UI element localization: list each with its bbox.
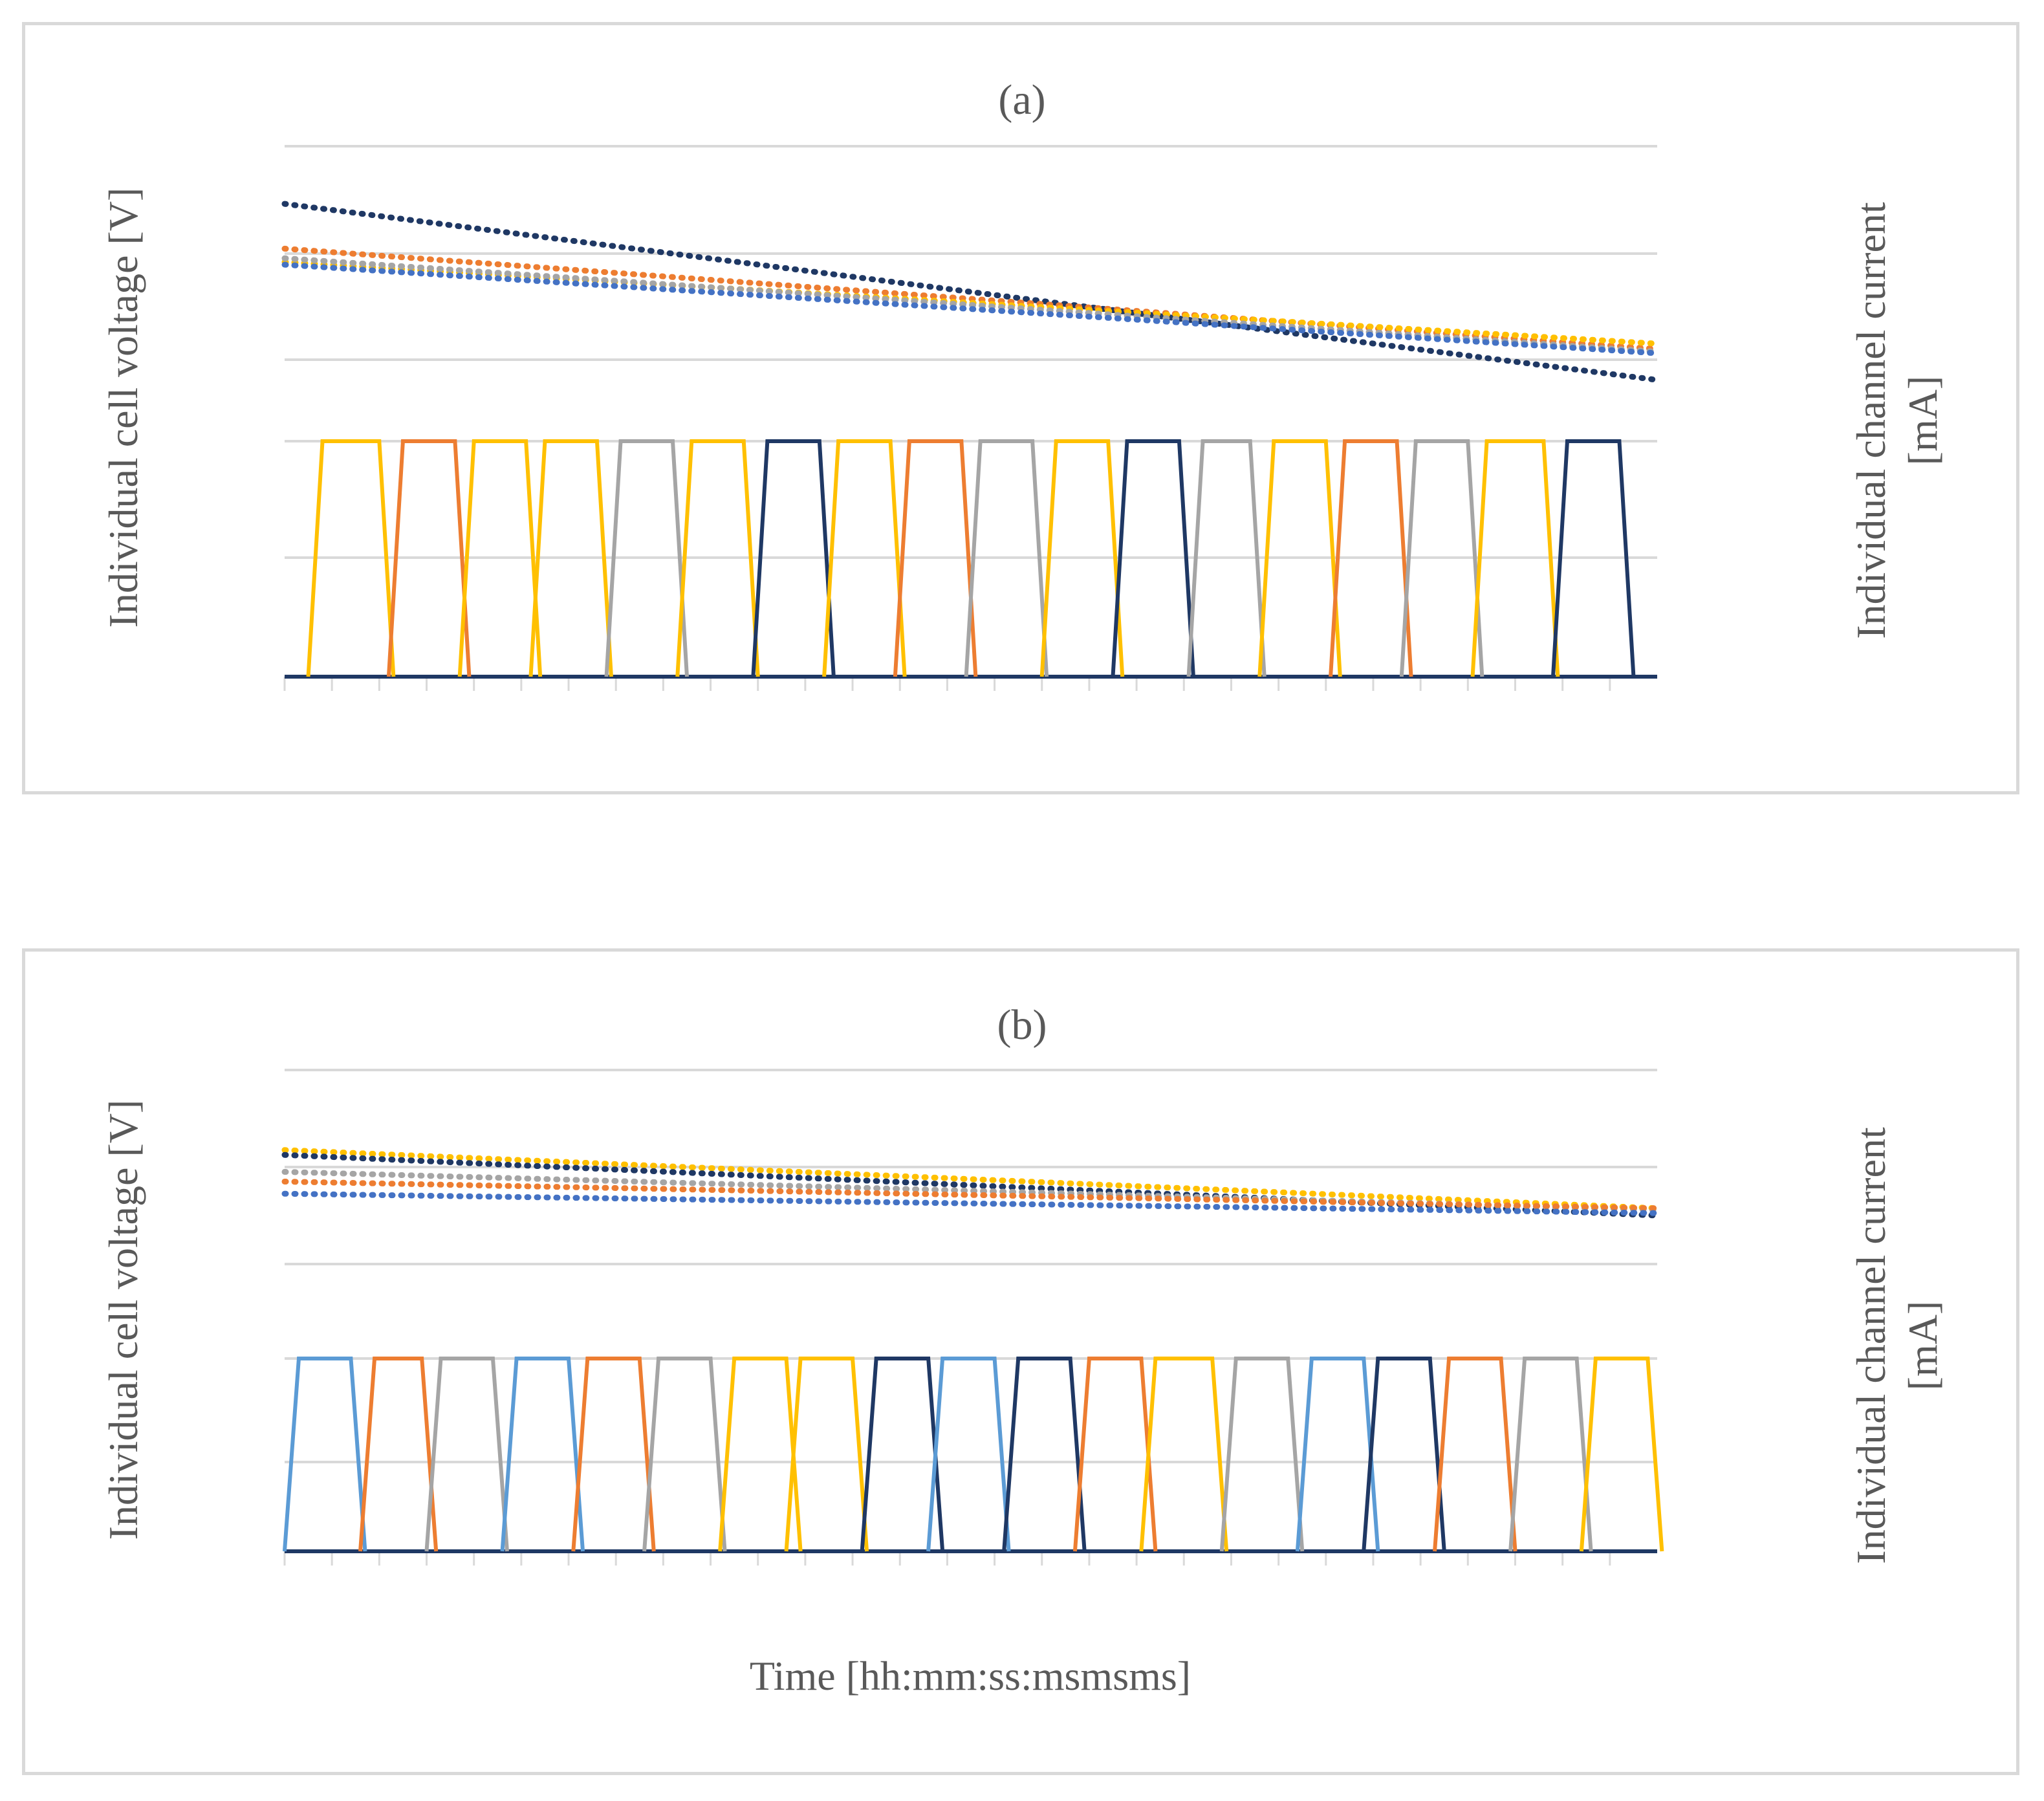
chart-b-y2label-line2: [mA] bbox=[1900, 1301, 1946, 1391]
chart-b-current-pulse-gray bbox=[1219, 1357, 1305, 1552]
chart-b-voltage-series-yellow bbox=[281, 1147, 1660, 1212]
chart-a-current-pulse-yellow bbox=[1039, 439, 1125, 677]
chart-a-current-pulse-yellow bbox=[528, 439, 613, 677]
chart-b-current-pulse-navy bbox=[1362, 1357, 1446, 1552]
chart-b-current-pulse-lightblue bbox=[500, 1357, 585, 1552]
chart-b-y2label-line1: Individual channel current bbox=[1848, 1127, 1894, 1564]
chart-a-ylabel: Individual cell voltage [V] bbox=[100, 188, 146, 628]
chart-b-plot bbox=[281, 1069, 1664, 1566]
chart-a-y2label-line1: Individual channel current bbox=[1848, 202, 1894, 639]
chart-a-current-pulse-orange bbox=[893, 439, 978, 677]
chart-b-current-pulse-lightblue bbox=[282, 1357, 367, 1552]
chart-b-voltage-series-orange bbox=[281, 1179, 1660, 1212]
chart-b-current-pulse-yellow bbox=[1139, 1357, 1229, 1552]
chart-a-y2label-line2: [mA] bbox=[1900, 376, 1946, 466]
chart-a-current-pulse-yellow bbox=[457, 439, 543, 677]
chart-b-current-pulse-gray bbox=[642, 1357, 727, 1552]
chart-a-voltage-series-navy bbox=[281, 201, 1660, 383]
chart-a-current-pulse-yellow bbox=[1257, 439, 1342, 677]
chart-a-current-pulse-gray bbox=[1399, 439, 1484, 677]
chart-a-title: (a) bbox=[998, 76, 1045, 124]
chart-a-current-pulse-gray bbox=[604, 439, 690, 677]
chart-a-current-pulse-yellow bbox=[306, 439, 396, 677]
chart-b-xlabel: Time [hh:mm:ss:msmsms] bbox=[750, 1653, 1191, 1699]
chart-b-voltage-series-blue bbox=[281, 1190, 1660, 1216]
chart-a-current-pulse-gray bbox=[964, 439, 1049, 677]
chart-b-current-pulse-orange bbox=[1433, 1357, 1517, 1552]
chart-b-title: (b) bbox=[997, 1001, 1047, 1049]
chart-b-current-pulse-gray bbox=[424, 1357, 509, 1552]
chart-a-current-pulse-yellow bbox=[675, 439, 760, 677]
chart-a-current-pulse-yellow bbox=[822, 439, 907, 677]
chart-a-current-pulse-yellow bbox=[1470, 439, 1560, 677]
chart-b-current-pulse-orange bbox=[571, 1357, 656, 1552]
chart-panel-b bbox=[22, 948, 2019, 1775]
chart-b-current-pulse-navy bbox=[1002, 1357, 1087, 1552]
chart-a-voltage-series-gray bbox=[281, 255, 1660, 355]
chart-b-current-pulse-yellow bbox=[784, 1357, 869, 1552]
chart-a-current-pulse-orange bbox=[1329, 439, 1413, 677]
chart-a-current-pulse-navy bbox=[1111, 439, 1195, 677]
chart-a-current-pulse-gray bbox=[1186, 439, 1267, 677]
chart-b-current-pulse-gray bbox=[1508, 1357, 1593, 1552]
chart-a-current-pulse-navy bbox=[751, 439, 836, 677]
chart-a-voltage-series-blue bbox=[281, 261, 1660, 356]
chart-a-voltage-series-orange bbox=[281, 245, 1660, 352]
chart-b-current-pulse-lightblue bbox=[926, 1357, 1011, 1552]
chart-b-current-pulse-orange bbox=[358, 1357, 439, 1552]
chart-a-current-pulse-orange bbox=[386, 439, 472, 677]
chart-panel-a bbox=[22, 22, 2019, 794]
chart-b-current-pulse-yellow bbox=[1579, 1357, 1664, 1552]
chart-a-current-pulse-navy bbox=[1550, 439, 1636, 677]
chart-a-plot bbox=[281, 145, 1660, 691]
chart-b-ylabel: Individual cell voltage [V] bbox=[100, 1100, 146, 1540]
